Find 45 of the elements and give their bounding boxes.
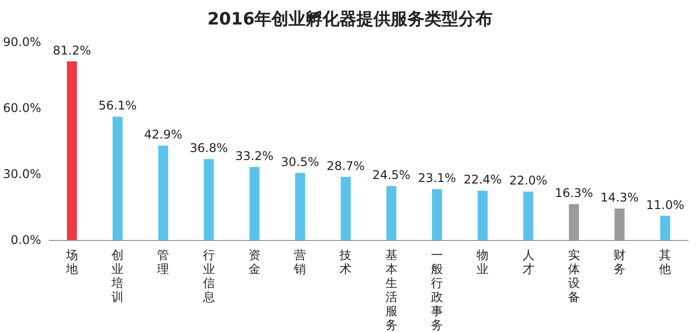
data-label: 14.3% [600, 190, 639, 205]
bar [386, 186, 396, 240]
x-tick-label: 其他 [659, 248, 672, 276]
x-tick-label: 行业信息 [202, 248, 215, 304]
y-tick-label: 30.0% [2, 167, 42, 181]
x-tick-label: 管理 [157, 248, 170, 276]
data-label: 22.0% [509, 174, 548, 188]
x-tick-label: 人才 [522, 248, 534, 276]
bar [340, 176, 351, 240]
x-tick-label: 财务 [614, 248, 626, 276]
data-label: 33.2% [235, 148, 274, 163]
data-label: 42.9% [144, 128, 182, 142]
x-tick-label: 创业培训 [110, 248, 124, 304]
bar [158, 146, 168, 240]
data-label: 23.1% [418, 171, 456, 186]
data-label: 22.4% [464, 172, 502, 187]
x-tick-label: 技术 [338, 248, 352, 276]
x-tick-label: 场地 [64, 248, 78, 276]
data-label: 24.5% [372, 168, 410, 182]
data-label: 36.8% [190, 141, 228, 156]
y-tick-label: 60.0% [2, 101, 42, 115]
bar [478, 190, 488, 240]
data-label: 16.3% [554, 186, 593, 200]
chart-title: 2016年创业孵化器提供服务类型分布 [207, 10, 493, 30]
x-tick-label: 物业 [476, 248, 489, 276]
data-label: 28.7% [326, 158, 365, 173]
x-tick-label: 基本生活服务 [385, 248, 398, 332]
bar [112, 116, 123, 240]
y-tick-label: 90.0% [2, 35, 42, 49]
bar [249, 166, 260, 240]
bar [660, 216, 670, 240]
data-label: 56.1% [98, 98, 137, 113]
x-tick-label: 营销 [293, 248, 306, 276]
bar [204, 159, 214, 240]
x-tick-label: 实体设备 [568, 248, 580, 304]
x-tick-label: 一般行政事务 [431, 248, 444, 332]
bar [523, 192, 534, 240]
bar [295, 172, 306, 240]
data-label: 81.2% [52, 43, 91, 58]
y-tick-label: 0.0% [10, 233, 42, 247]
bar [432, 189, 442, 240]
x-tick-label: 资金 [248, 248, 260, 276]
data-label: 30.5% [281, 154, 320, 169]
bar [66, 61, 77, 240]
data-label: 11.0% [646, 198, 684, 212]
